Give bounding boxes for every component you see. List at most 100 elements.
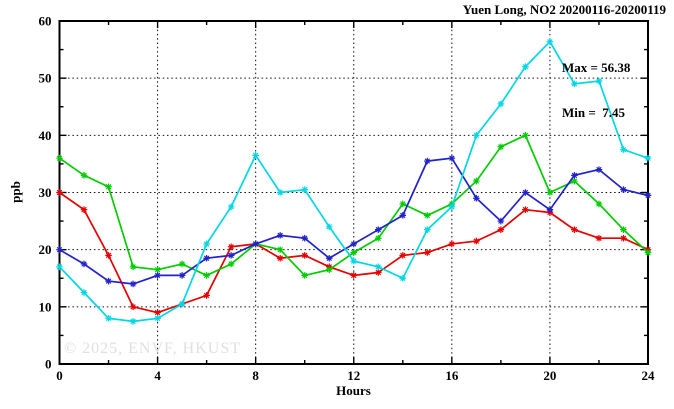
y-tick-label: 0 — [45, 357, 52, 372]
data-point-marker — [178, 300, 186, 308]
data-point-marker — [325, 223, 333, 231]
data-point-marker — [203, 272, 210, 279]
x-tick-label: 8 — [252, 368, 259, 383]
data-point-marker — [80, 206, 88, 213]
data-point-marker — [473, 132, 480, 139]
data-point-marker — [350, 249, 358, 256]
y-tick-label: 10 — [39, 299, 52, 314]
data-point-marker — [424, 249, 431, 256]
data-point-marker — [56, 246, 63, 253]
y-tick-label: 30 — [39, 185, 52, 200]
data-point-marker — [105, 252, 112, 259]
data-point-marker — [546, 38, 554, 45]
data-point-marker — [620, 226, 627, 233]
data-point-marker — [448, 154, 456, 162]
data-point-marker — [571, 172, 578, 179]
data-point-marker — [424, 226, 431, 233]
data-point-marker — [105, 183, 112, 191]
data-point-marker — [80, 172, 88, 179]
data-point-marker — [644, 192, 652, 199]
data-point-marker — [129, 280, 137, 288]
data-point-marker — [448, 240, 456, 248]
data-point-marker — [374, 263, 382, 271]
data-point-marker — [448, 203, 456, 211]
data-point-marker — [595, 234, 603, 242]
gridlines — [59, 21, 648, 364]
data-point-marker — [571, 226, 578, 233]
data-point-marker — [56, 189, 63, 196]
y-tick-label: 60 — [39, 14, 52, 29]
data-point-marker — [595, 200, 603, 208]
x-tick-label: 12 — [347, 368, 360, 383]
data-point-marker — [497, 226, 505, 233]
data-point-marker — [252, 240, 259, 248]
data-point-marker — [374, 269, 382, 276]
data-point-marker — [374, 234, 382, 242]
data-point-marker — [620, 146, 627, 153]
x-tick-label: 4 — [154, 368, 161, 383]
data-point-marker — [227, 203, 235, 211]
data-point-marker — [178, 272, 186, 279]
x-tick-label: 24 — [642, 368, 656, 383]
series-cyan — [56, 38, 652, 325]
data-point-marker — [276, 189, 284, 196]
data-point-marker — [644, 154, 652, 162]
data-point-marker — [571, 177, 578, 185]
data-point-marker — [129, 318, 137, 325]
data-point-marker — [301, 272, 309, 279]
data-point-marker — [595, 77, 603, 85]
data-point-marker — [374, 226, 382, 233]
data-point-marker — [522, 206, 529, 213]
data-point-marker — [154, 272, 161, 279]
data-point-marker — [497, 100, 505, 108]
series-green-markers — [56, 132, 652, 279]
max-value-label: Max = 56.38 — [562, 60, 631, 75]
data-point-marker — [56, 154, 63, 162]
data-point-marker — [129, 263, 137, 271]
data-point-marker — [105, 314, 112, 322]
data-point-marker — [595, 166, 603, 173]
data-point-marker — [522, 63, 529, 71]
data-point-marker — [350, 257, 358, 265]
data-point-marker — [424, 157, 431, 165]
data-point-marker — [497, 217, 505, 225]
data-point-marker — [399, 200, 407, 208]
y-axis-label: ppb — [8, 181, 23, 203]
series-blue — [56, 154, 652, 288]
x-axis-label: Hours — [336, 383, 371, 398]
data-point-marker — [276, 254, 284, 262]
data-point-marker — [301, 234, 309, 242]
y-tick-label: 50 — [39, 71, 52, 86]
data-point-marker — [644, 249, 652, 256]
data-point-marker — [56, 263, 63, 271]
data-point-marker — [227, 252, 235, 259]
data-point-marker — [620, 234, 627, 242]
tick-labels: 0 10 20 30 40 50 60 0 4 8 12 16 20 24 — [39, 14, 656, 384]
data-point-marker — [80, 260, 88, 268]
watermark-text: © 2025, ENVF, HKUST — [64, 340, 241, 357]
series-green — [56, 132, 652, 279]
max-min-annotation: Max = 56.38 Min = 7.45 — [562, 30, 630, 150]
data-point-marker — [350, 240, 358, 248]
axis-ticks — [58, 20, 649, 365]
data-point-marker — [546, 189, 554, 196]
data-point-marker — [80, 289, 88, 296]
data-point-marker — [178, 260, 186, 268]
data-point-marker — [129, 303, 137, 311]
data-point-marker — [473, 194, 480, 202]
data-point-marker — [154, 266, 161, 273]
data-point-marker — [424, 212, 431, 219]
y-tick-label: 40 — [39, 128, 52, 143]
data-point-marker — [399, 252, 407, 259]
x-tick-label: 16 — [445, 368, 459, 383]
data-point-marker — [252, 152, 259, 159]
data-point-marker — [203, 254, 210, 262]
data-point-marker — [301, 252, 309, 259]
data-point-marker — [154, 314, 161, 322]
data-point-marker — [105, 277, 112, 285]
x-tick-label: 0 — [56, 368, 63, 383]
data-point-marker — [227, 260, 235, 268]
data-point-marker — [546, 206, 554, 213]
